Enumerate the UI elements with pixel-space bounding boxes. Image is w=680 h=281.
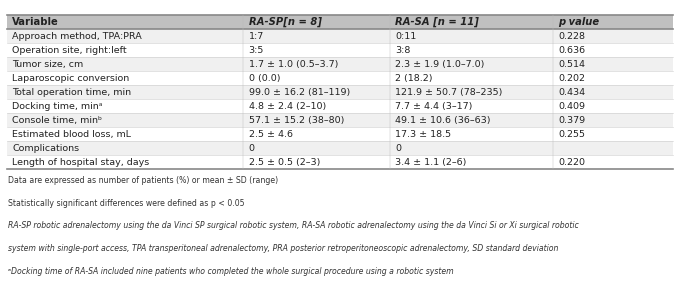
Text: ᵃDocking time of RA-SA included nine patients who completed the whole surgical p: ᵃDocking time of RA-SA included nine pat… (8, 267, 454, 276)
Text: system with single-port access, TPA transperitoneal adrenalectomy, PRA posterior: system with single-port access, TPA tran… (8, 244, 558, 253)
Text: RA-SP robotic adrenalectomy using the da Vinci SP surgical robotic system, RA-SA: RA-SP robotic adrenalectomy using the da… (8, 221, 579, 230)
Text: 7.7 ± 4.4 (3–17): 7.7 ± 4.4 (3–17) (395, 102, 473, 111)
Text: 0.434: 0.434 (558, 88, 585, 97)
Bar (7, 57, 673, 71)
Text: Laparoscopic conversion: Laparoscopic conversion (12, 74, 129, 83)
Text: 0.202: 0.202 (558, 74, 585, 83)
Text: 3:8: 3:8 (395, 46, 411, 55)
Text: 0.514: 0.514 (558, 60, 585, 69)
Text: 17.3 ± 18.5: 17.3 ± 18.5 (395, 130, 452, 139)
Text: Complications: Complications (12, 144, 80, 153)
Text: Console time, minᵇ: Console time, minᵇ (12, 116, 102, 125)
Text: 1:7: 1:7 (249, 32, 264, 41)
Text: 2.5 ± 0.5 (2–3): 2.5 ± 0.5 (2–3) (249, 158, 320, 167)
Bar (7, 29, 673, 43)
Text: 0.228: 0.228 (558, 32, 585, 41)
Bar (7, 113, 673, 127)
Text: Approach method, TPA:PRA: Approach method, TPA:PRA (12, 32, 142, 41)
Text: Docking time, minᵃ: Docking time, minᵃ (12, 102, 103, 111)
Text: Variable: Variable (12, 17, 59, 27)
Text: 0 (0.0): 0 (0.0) (249, 74, 280, 83)
Bar (7, 155, 673, 169)
Text: 3.4 ± 1.1 (2–6): 3.4 ± 1.1 (2–6) (395, 158, 466, 167)
Text: 1.7 ± 1.0 (0.5–3.7): 1.7 ± 1.0 (0.5–3.7) (249, 60, 338, 69)
Bar (7, 127, 673, 141)
Text: 0.255: 0.255 (558, 130, 585, 139)
Text: 2.3 ± 1.9 (1.0–7.0): 2.3 ± 1.9 (1.0–7.0) (395, 60, 485, 69)
Bar (7, 85, 673, 99)
Text: Estimated blood loss, mL: Estimated blood loss, mL (12, 130, 131, 139)
Text: RA-SP[n = 8]: RA-SP[n = 8] (249, 17, 322, 27)
Text: Data are expressed as number of patients (%) or mean ± SD (range): Data are expressed as number of patients… (8, 176, 278, 185)
Text: 57.1 ± 15.2 (38–80): 57.1 ± 15.2 (38–80) (249, 116, 344, 125)
Text: Statistically significant differences were defined as p < 0.05: Statistically significant differences we… (8, 199, 245, 208)
Text: 0.220: 0.220 (558, 158, 585, 167)
Text: 0.409: 0.409 (558, 102, 585, 111)
Bar (7, 141, 673, 155)
Text: p value: p value (558, 17, 600, 27)
Text: 3:5: 3:5 (249, 46, 264, 55)
Bar (7, 15, 673, 29)
Text: 2.5 ± 4.6: 2.5 ± 4.6 (249, 130, 292, 139)
Text: Operation site, right:left: Operation site, right:left (12, 46, 126, 55)
Text: 0: 0 (395, 144, 401, 153)
Text: Tumor size, cm: Tumor size, cm (12, 60, 84, 69)
Bar (7, 43, 673, 57)
Text: Length of hospital stay, days: Length of hospital stay, days (12, 158, 150, 167)
Text: 0: 0 (249, 144, 255, 153)
Text: 0.379: 0.379 (558, 116, 585, 125)
Bar (7, 99, 673, 113)
Text: 0:11: 0:11 (395, 32, 417, 41)
Text: Total operation time, min: Total operation time, min (12, 88, 131, 97)
Text: RA-SA [n = 11]: RA-SA [n = 11] (395, 17, 479, 27)
Text: 99.0 ± 16.2 (81–119): 99.0 ± 16.2 (81–119) (249, 88, 350, 97)
Text: 121.9 ± 50.7 (78–235): 121.9 ± 50.7 (78–235) (395, 88, 503, 97)
Bar (7, 71, 673, 85)
Text: 49.1 ± 10.6 (36–63): 49.1 ± 10.6 (36–63) (395, 116, 491, 125)
Text: 4.8 ± 2.4 (2–10): 4.8 ± 2.4 (2–10) (249, 102, 326, 111)
Text: 0.636: 0.636 (558, 46, 585, 55)
Text: 2 (18.2): 2 (18.2) (395, 74, 432, 83)
